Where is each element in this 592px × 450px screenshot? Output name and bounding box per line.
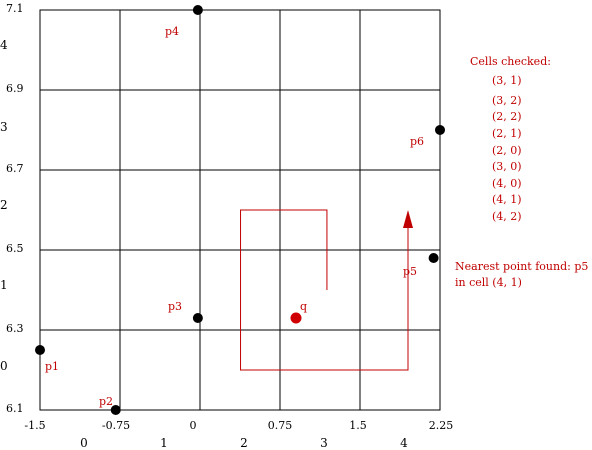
y-tick-label: 6.7 (6, 162, 24, 175)
x-tick-label: -1.5 (24, 419, 45, 432)
point-p4 (192, 5, 203, 15)
y-tick-label: 6.9 (6, 82, 24, 95)
column-index-labels: 0 1 2 3 4 (80, 436, 408, 450)
y-tick-label: 6.5 (6, 242, 24, 255)
grid-border (39, 9, 441, 411)
point-label-p2: p2 (99, 395, 113, 408)
point-p3 (192, 313, 203, 323)
cell-item: (3, 1) (492, 74, 522, 87)
row-index: 4 (0, 38, 8, 52)
point-p1 (35, 345, 45, 355)
query-label: q (300, 300, 307, 313)
search-path-arrowhead (403, 210, 413, 228)
point-label-p5: p5 (403, 265, 417, 278)
column-index: 1 (160, 436, 168, 450)
column-index: 0 (80, 436, 88, 450)
point-p2 (110, 405, 121, 415)
cell-item: (2, 0) (492, 144, 522, 157)
cell-item: (3, 0) (492, 160, 522, 173)
y-axis-ticks: 7.1 6.9 6.7 6.5 6.3 6.1 (6, 2, 24, 415)
row-index: 2 (0, 198, 8, 212)
row-index: 0 (0, 359, 8, 373)
cell-item: (2, 2) (492, 110, 522, 123)
x-tick-label: 1.5 (349, 419, 367, 432)
row-index: 3 (0, 120, 8, 134)
column-index: 3 (320, 436, 328, 450)
x-axis-ticks: -1.5 -0.75 0 0.75 1.5 2.25 (24, 419, 453, 432)
x-tick-label: -0.75 (102, 419, 130, 432)
data-points (35, 5, 445, 415)
row-index-labels: 4 3 2 1 0 (0, 38, 8, 373)
cell-item: (2, 1) (492, 127, 522, 140)
result-line-2: in cell (4, 1) (455, 276, 522, 289)
column-index: 2 (240, 436, 248, 450)
point-label-p4: p4 (165, 25, 179, 38)
point-label-p3: p3 (168, 300, 182, 313)
cells-checked-panel: Cells checked: (3, 1) (3, 2) (2, 2) (2, … (470, 55, 551, 223)
cell-item: (4, 2) (492, 210, 522, 223)
y-tick-label: 6.3 (6, 322, 24, 335)
y-tick-label: 6.1 (6, 402, 24, 415)
x-tick-label: 0 (190, 419, 197, 432)
result-annotation: Nearest point found: p5 in cell (4, 1) (455, 260, 588, 289)
search-path (240, 209, 409, 371)
column-index: 4 (400, 436, 408, 450)
grid-lines (40, 10, 440, 410)
query-point (290, 312, 302, 324)
point-p5 (428, 253, 439, 263)
x-tick-label: 0.75 (268, 419, 293, 432)
point-label-p1: p1 (45, 360, 59, 373)
cell-item: (4, 1) (492, 193, 522, 206)
y-tick-label: 7.1 (6, 2, 24, 15)
result-line-1: Nearest point found: p5 (455, 260, 588, 273)
cell-item: (3, 2) (492, 94, 522, 107)
point-p6 (435, 125, 445, 135)
cells-checked-title: Cells checked: (470, 55, 551, 68)
point-labels: p1 p2 p3 p4 p5 p6 q (45, 25, 424, 408)
point-label-p6: p6 (410, 135, 424, 148)
row-index: 1 (0, 278, 8, 292)
x-tick-label: 2.25 (429, 419, 454, 432)
cell-item: (4, 0) (492, 177, 522, 190)
